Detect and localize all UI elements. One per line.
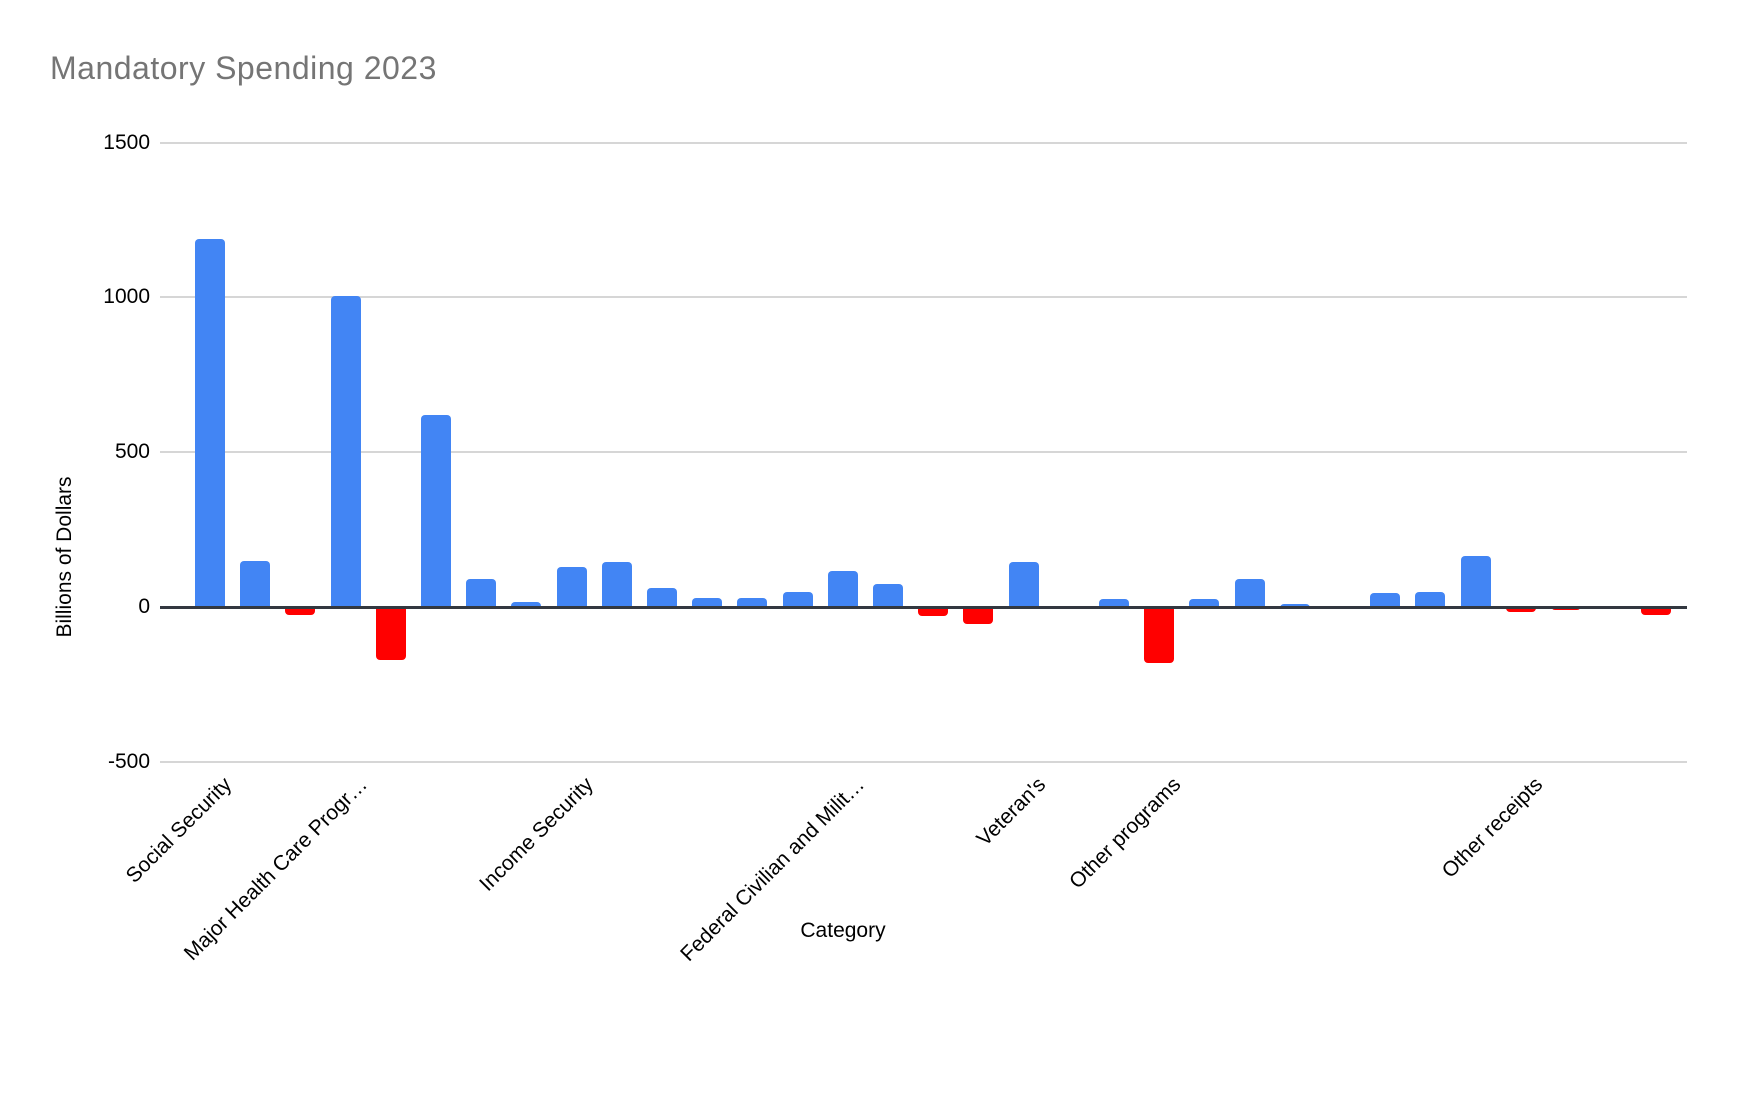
bar-21[interactable]	[1144, 606, 1175, 663]
bar-11[interactable]	[692, 597, 723, 608]
gridline-500	[160, 451, 1687, 454]
bar-26[interactable]	[1370, 593, 1401, 608]
y-tick-label-1500: 1500	[103, 130, 150, 154]
bar-17[interactable]	[963, 606, 994, 625]
bar-28[interactable]	[1460, 555, 1491, 608]
chart-title: Mandatory Spending 2023	[50, 50, 437, 86]
y-tick-label-1000: 1000	[103, 285, 150, 309]
gridline-1500	[160, 141, 1687, 144]
bar-9[interactable]	[601, 562, 632, 608]
bar-18[interactable]	[1008, 562, 1039, 608]
bar-22[interactable]	[1189, 599, 1220, 608]
bar-0[interactable]	[195, 238, 225, 608]
bar-1[interactable]	[240, 560, 271, 608]
x-tick-label-8: Income Security	[475, 773, 598, 896]
x-tick-label-29: Other receipts	[1437, 773, 1548, 883]
x-axis-title: Category	[800, 919, 886, 942]
bar-27[interactable]	[1415, 591, 1446, 608]
bar-23[interactable]	[1234, 579, 1265, 608]
bar-3[interactable]	[330, 295, 361, 608]
bar-10[interactable]	[647, 588, 677, 608]
y-tick-label--500: -500	[107, 749, 150, 773]
bar-29[interactable]	[1505, 606, 1536, 612]
bar-2[interactable]	[285, 606, 316, 615]
bar-32[interactable]	[1641, 606, 1672, 615]
bar-15[interactable]	[873, 583, 903, 608]
bar-12[interactable]	[737, 597, 768, 608]
bar-6[interactable]	[466, 579, 497, 608]
x-tick-label-18: Veteran's	[972, 773, 1050, 851]
y-tick-label-500: 500	[114, 440, 150, 464]
bar-13[interactable]	[782, 591, 813, 608]
gridline-1000	[160, 296, 1687, 299]
gridline--500	[160, 760, 1687, 763]
x-axis-baseline	[160, 605, 1687, 609]
bar-5[interactable]	[421, 415, 451, 608]
bar-8[interactable]	[556, 566, 587, 608]
bar-4[interactable]	[375, 606, 406, 660]
x-tick-label-21: Other programs	[1065, 773, 1186, 894]
y-tick-label-0: 0	[138, 595, 150, 618]
bar-20[interactable]	[1099, 599, 1129, 608]
bar-16[interactable]	[918, 606, 949, 617]
bar-7[interactable]	[511, 602, 542, 608]
bar-14[interactable]	[827, 571, 858, 608]
x-tick-label-0: Social Security	[121, 773, 237, 888]
